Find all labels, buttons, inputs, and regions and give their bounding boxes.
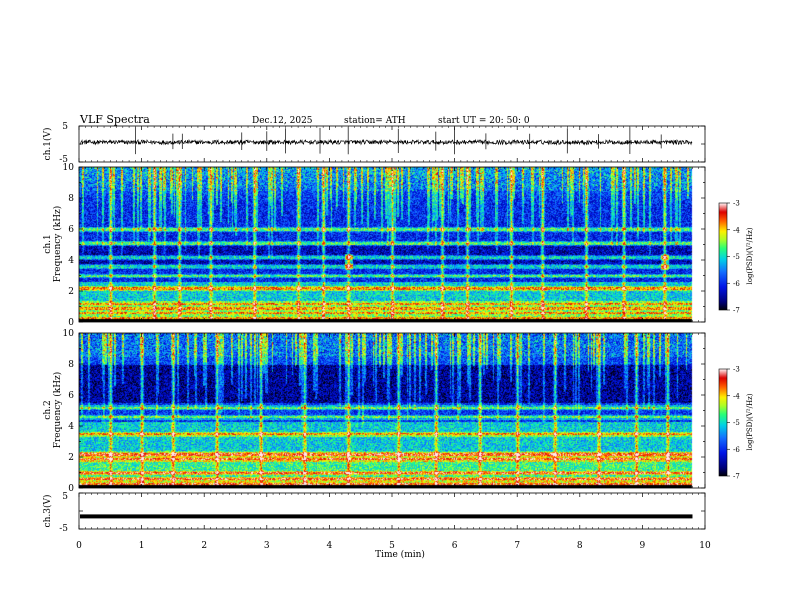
ch1-spectrogram-ylabel-channel: ch.1 [43, 234, 53, 253]
ch1-colorbar-tick-label: -7 [733, 307, 740, 315]
ch2-colorbar-tick-label: -5 [733, 419, 740, 427]
ch3-ytick-label-top: 5 [62, 492, 68, 502]
ch1-colorbar-tick-label: -3 [733, 200, 740, 208]
ch3-waveform-trace [80, 514, 693, 519]
header-start-time: start UT = 20: 50: 0 [438, 116, 530, 126]
x-tick-label: 10 [699, 541, 711, 551]
ch1-spectrogram-ytick-labels: 10 8 6 4 2 0 [63, 163, 75, 328]
ch3-waveform-line [80, 514, 693, 519]
x-tick-labels: 0 1 2 3 4 5 6 7 8 9 10 [76, 541, 711, 551]
ch2-colorbar-tick-label: -6 [733, 446, 740, 454]
header-date: Dec.12, 2025 [252, 116, 313, 126]
ch2-spectrogram-ytick-label: 4 [68, 422, 74, 432]
x-tick-label: 8 [577, 541, 583, 551]
ch2-spectrogram-ylabel-frequency: Frequency (kHz) [52, 372, 63, 449]
ch1-spectrogram-ytick-label: 8 [68, 194, 74, 204]
ch2-spectrogram-panel: 10 8 6 4 2 0 ch.2 Frequency (kHz) [43, 329, 706, 494]
x-tick-label: 6 [452, 541, 458, 551]
ch2-spectrogram-ylabel-channel: ch.2 [43, 400, 53, 419]
ch2-spectrogram-ticks [78, 332, 706, 489]
ch3-ylabel: ch.3(V) [42, 495, 53, 528]
ch1-spectrogram-ytick-label: 6 [68, 225, 74, 235]
ch1-spectrogram-ticks [78, 166, 706, 323]
ch1-colorbar-gradient [719, 203, 727, 310]
ch1-spectrogram-ytick-label: 4 [68, 256, 74, 266]
ch1-spectrogram-image [79, 167, 705, 322]
ch1-ylabel: ch.1(V) [42, 128, 53, 161]
x-tick-label: 4 [327, 541, 333, 551]
ch2-spectrogram-ytick-label: 10 [63, 329, 75, 339]
x-tick-label: 5 [389, 541, 395, 551]
ch1-colorbar-tick-label: -4 [733, 226, 740, 234]
ch2-colorbar-gradient [719, 369, 727, 476]
ch3-waveform-ticks [78, 492, 706, 530]
figure-title: VLF Spectra [79, 113, 150, 126]
x-axis-label: Time (min) [375, 549, 425, 560]
ch2-spectrogram-ytick-label: 6 [68, 391, 74, 401]
header-station: station= ATH [344, 116, 406, 126]
ch1-ytick-label-top: 5 [62, 122, 68, 132]
ch2-colorbar-tick-label: -7 [733, 473, 740, 481]
x-tick-label: 3 [264, 541, 270, 551]
ch3-ytick-label-bottom: -5 [59, 524, 68, 534]
ch1-spectrogram-panel: 10 8 6 4 2 0 ch.1 Frequency (kHz) [43, 163, 706, 328]
ch2-spectrogram-ytick-label: 2 [68, 453, 74, 463]
ch2-colorbar-label: log(PSD)(V²/Hz) [746, 393, 754, 450]
ch1-spectrogram-ytick-label: 0 [68, 318, 74, 328]
ch1-waveform-line [80, 138, 693, 146]
x-tick-label: 7 [514, 541, 520, 551]
ch2-spectrogram-ytick-label: 0 [68, 484, 74, 494]
ch1-waveform-panel: 5 -5 ch.1(V) [42, 122, 706, 165]
ch1-ytick-label-bottom: -5 [59, 155, 68, 165]
ch1-colorbar-tick-label: -5 [733, 253, 740, 261]
ch1-colorbar: -3 -4 -5 -6 -7 log(PSD)(V²/Hz) [718, 200, 754, 315]
ch3-waveform-panel: 5 -5 ch.3(V) 0 1 2 3 4 5 6 7 8 9 10 Time (min) [42, 492, 711, 560]
ch1-spectrogram-ylabel-frequency: Frequency (kHz) [52, 206, 63, 283]
ch2-spectrogram-ytick-labels: 10 8 6 4 2 0 [63, 329, 75, 494]
x-tick-label: 0 [76, 541, 82, 551]
ch1-spectrogram-ytick-label: 2 [68, 287, 74, 297]
ch1-colorbar-label: log(PSD)(V²/Hz) [746, 227, 754, 284]
x-tick-label: 9 [640, 541, 646, 551]
ch2-colorbar: -3 -4 -5 -6 -7 log(PSD)(V²/Hz) [718, 366, 754, 481]
ch1-waveform-trace [80, 127, 693, 155]
ch1-spectrogram-ytick-label: 10 [63, 163, 75, 173]
ch1-colorbar-tick-labels: -3 -4 -5 -6 -7 [727, 200, 740, 315]
ch2-spectrogram-image [79, 333, 705, 488]
ch2-colorbar-tick-label: -3 [733, 366, 740, 374]
ch1-colorbar-tick-label: -6 [733, 280, 740, 288]
ch1-waveform-ticks [78, 125, 706, 163]
ch3-waveform-frame [78, 492, 706, 530]
x-tick-label: 1 [139, 541, 145, 551]
ch2-colorbar-tick-label: -4 [733, 392, 740, 400]
ch2-colorbar-tick-labels: -3 -4 -5 -6 -7 [727, 366, 740, 481]
x-tick-label: 2 [201, 541, 207, 551]
ch2-spectrogram-ytick-label: 8 [68, 360, 74, 370]
